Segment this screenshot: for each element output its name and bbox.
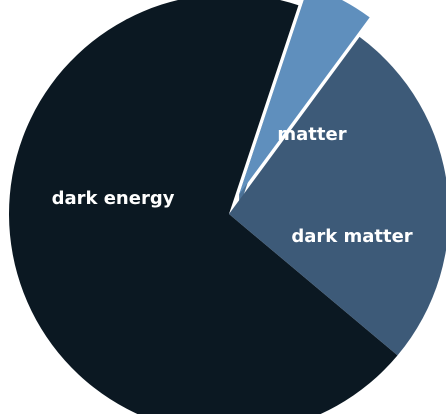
pie-slices	[9, 0, 446, 414]
pie-labels: dark energy dark matter matter	[52, 124, 413, 247]
slice-matter	[239, 0, 370, 195]
slice-label-dark-energy: dark energy	[52, 188, 175, 209]
slice-dark-energy	[9, 0, 398, 414]
slice-dark-matter	[229, 36, 446, 356]
slice-label-matter: matter	[277, 124, 346, 145]
slice-label-dark-matter: dark matter	[291, 226, 412, 247]
